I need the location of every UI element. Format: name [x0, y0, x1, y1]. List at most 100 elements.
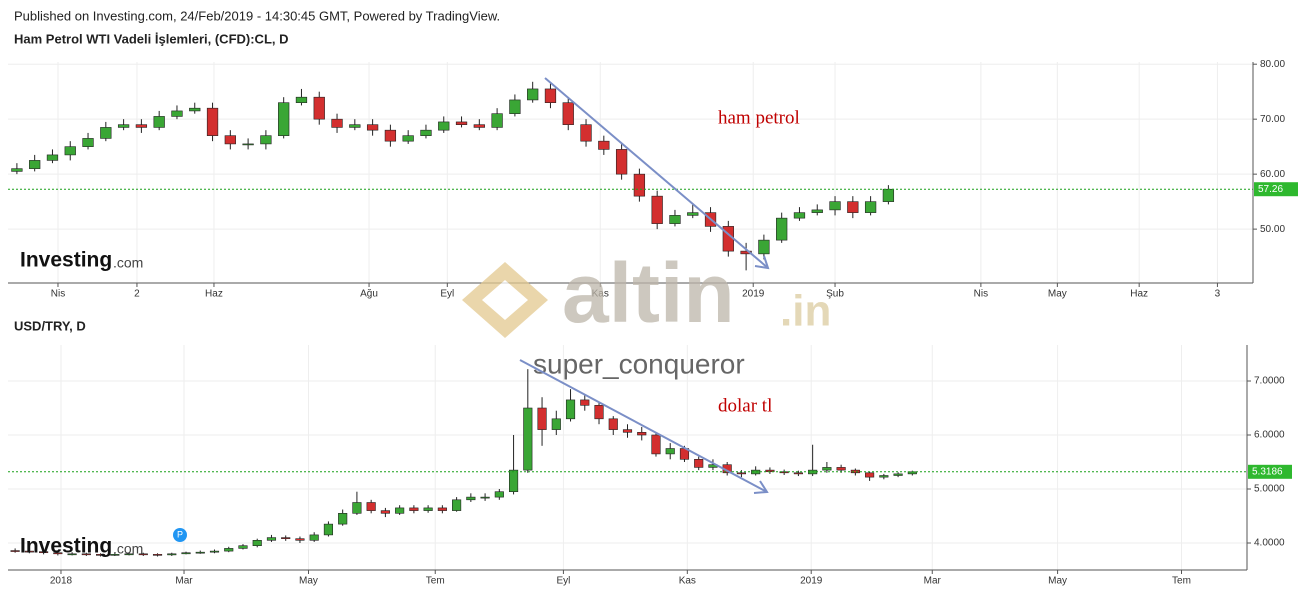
x-tick-label: Şub: [826, 289, 844, 300]
candle-body: [865, 472, 875, 478]
logo-suffix: .com: [113, 541, 143, 557]
candle-body: [544, 88, 557, 103]
candle-body: [694, 459, 704, 468]
candle-body: [100, 127, 112, 139]
candle-body: [669, 215, 681, 224]
y-tick-label: 70.00: [1260, 114, 1285, 125]
candle-body: [338, 513, 348, 525]
y-tick-label: 80.00: [1260, 59, 1285, 70]
candle-body: [633, 173, 646, 197]
y-tick-label: 5.0000: [1254, 484, 1285, 495]
author: super_conqueror: [533, 348, 745, 379]
candle-body: [295, 538, 305, 541]
x-tick-label: May: [299, 576, 318, 587]
candle-body: [847, 201, 859, 213]
candle-body: [776, 217, 788, 241]
candle-body: [260, 135, 272, 145]
y-tick-label: 6.0000: [1254, 430, 1285, 441]
x-tick-label: Ağu: [360, 289, 378, 300]
candle-body: [836, 467, 846, 471]
candle-body: [622, 429, 633, 433]
candle-body: [152, 554, 163, 556]
candle-body: [209, 550, 220, 553]
watermark-logo: [482, 280, 528, 320]
candle-body: [153, 116, 165, 128]
candle-body: [195, 551, 205, 554]
candle-body: [402, 135, 414, 142]
candle-body: [352, 502, 362, 514]
candle-body: [110, 554, 120, 556]
candle-body: [751, 469, 761, 475]
badge[interactable]: [173, 528, 187, 542]
candle-body: [551, 418, 561, 430]
candle-body: [242, 143, 254, 146]
candle-body: [189, 107, 201, 112]
candle-body: [10, 550, 20, 552]
x-tick-label: Nis: [974, 289, 988, 300]
annotation: ham petrol: [718, 107, 800, 128]
last-price-box: [1248, 464, 1292, 479]
logo-name: Investing: [20, 249, 112, 272]
candle-body: [651, 195, 663, 224]
annotation: dolar tl: [718, 395, 772, 416]
candle-body: [494, 491, 504, 498]
candle-body: [523, 407, 533, 471]
x-tick-label: Haz: [205, 289, 223, 300]
badge-label[interactable]: P: [177, 529, 183, 539]
candle-body: [181, 552, 191, 555]
candle-body: [238, 545, 248, 549]
last-price-label: 5.3186: [1252, 466, 1283, 477]
candle-body: [466, 496, 476, 501]
candle-body: [206, 107, 219, 136]
candle-body: [651, 434, 661, 455]
candle-body: [135, 124, 148, 128]
candle-body: [384, 129, 397, 142]
x-tick-label: Tem: [426, 576, 445, 587]
candle-body: [138, 553, 148, 556]
x-tick-label: Eyl: [440, 289, 454, 300]
watermark-tld: .in: [780, 287, 831, 336]
x-tick-label: May: [1048, 576, 1067, 587]
candle-body: [366, 124, 379, 131]
investing-logo: Investing .com: [20, 535, 143, 558]
x-tick-label: 2: [134, 289, 140, 300]
candle-body: [224, 135, 236, 145]
x-tick-label: 2019: [742, 289, 765, 300]
y-tick-label: 50.00: [1260, 224, 1285, 235]
candle-body: [437, 507, 447, 511]
candle-body: [580, 124, 592, 142]
candle-body: [420, 129, 432, 136]
candle-body: [811, 209, 823, 213]
candle-body: [81, 553, 91, 556]
candle-body: [395, 507, 405, 514]
candle-body: [509, 99, 521, 114]
candle-body: [637, 432, 647, 436]
x-tick-label: 2019: [800, 576, 823, 587]
x-tick-label: Kas: [592, 289, 609, 300]
candle-body: [331, 118, 343, 128]
x-tick-label: Kas: [679, 576, 696, 587]
logo-name: Investing: [20, 535, 112, 558]
candle-body: [278, 102, 290, 136]
candle-body: [309, 534, 319, 541]
chart-title: Ham Petrol WTI Vadeli İşlemleri, (CFD):C…: [14, 31, 289, 46]
candle-body: [67, 553, 77, 556]
candle-body: [380, 510, 390, 514]
candle-body: [565, 399, 576, 420]
candle-body: [879, 475, 889, 478]
candle-body: [366, 502, 376, 511]
candle-body: [313, 96, 325, 120]
candle-body: [793, 212, 806, 219]
candle-body: [455, 121, 468, 125]
candle-body: [24, 550, 34, 553]
x-tick-label: 3: [1215, 289, 1221, 300]
candle-body: [480, 496, 490, 499]
candle-body: [266, 537, 277, 541]
candle-body: [281, 537, 291, 539]
candle-body: [438, 121, 450, 131]
candle-body: [562, 102, 574, 125]
candle-body: [295, 96, 308, 103]
candle-body: [594, 405, 604, 420]
chart-title: USD/TRY, D: [14, 318, 86, 333]
candle-body: [46, 154, 59, 161]
